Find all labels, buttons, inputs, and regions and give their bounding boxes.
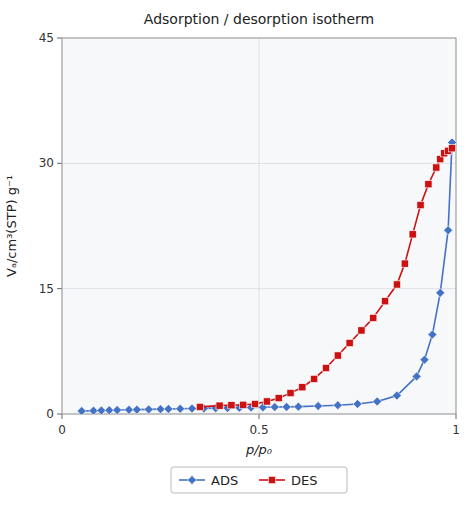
grid-line-x <box>259 38 260 414</box>
series-marker <box>77 407 86 414</box>
series-marker <box>420 355 429 364</box>
y-tick <box>57 163 62 164</box>
y-tick-label: 30 <box>39 156 54 170</box>
series-marker <box>428 330 437 339</box>
legend-label: ADS <box>211 473 238 488</box>
series-marker <box>105 406 114 414</box>
series-line <box>82 142 452 411</box>
plot-frame <box>62 38 456 414</box>
series-marker <box>275 395 282 402</box>
series-marker <box>333 401 342 410</box>
series-marker <box>393 281 400 288</box>
series-marker <box>282 402 291 411</box>
series-marker <box>322 364 329 371</box>
series-marker <box>417 202 424 209</box>
series-marker <box>373 397 382 406</box>
series-marker <box>251 400 258 407</box>
grid <box>62 38 456 414</box>
y-tick <box>57 414 62 415</box>
legend-swatch-marker <box>268 476 275 483</box>
series-marker <box>358 327 365 334</box>
x-tick <box>456 414 457 419</box>
legend-swatch-marker <box>188 476 197 485</box>
x-axis-label: p/p₀ <box>245 442 273 457</box>
series-marker <box>240 401 247 408</box>
series-marker <box>144 405 153 414</box>
plot-area <box>62 38 456 414</box>
series-marker <box>311 375 318 382</box>
series-marker <box>370 314 377 321</box>
legend-label: DES <box>291 473 317 488</box>
series-marker <box>401 260 408 267</box>
series-marker <box>216 402 223 409</box>
y-axis-label: Vₐ/cm³(STP) g⁻¹ <box>4 175 19 277</box>
y-tick <box>57 288 62 289</box>
x-tick <box>62 414 63 419</box>
series-marker <box>444 226 453 235</box>
title: Adsorption / desorption isotherm <box>144 11 374 27</box>
grid-line-y <box>62 163 456 164</box>
series-marker <box>164 404 173 413</box>
series-line <box>200 148 452 407</box>
series-group <box>77 138 456 414</box>
series-marker <box>334 352 341 359</box>
series-marker <box>196 403 203 410</box>
series-marker <box>412 372 421 381</box>
y-tick <box>57 38 62 39</box>
series-marker <box>287 390 294 397</box>
series-marker <box>409 231 416 238</box>
series-marker <box>392 391 401 400</box>
series-marker <box>270 403 279 412</box>
axes: 0 0.5 1 0 15 30 45 <box>39 31 460 437</box>
series-marker <box>97 406 106 414</box>
x-tick-label: 0 <box>58 423 66 437</box>
chart: 0 0.5 1 0 15 30 45 Adsorption / desorption isot… <box>0 0 474 514</box>
series-marker <box>188 404 197 413</box>
series-marker <box>314 402 323 411</box>
series-marker <box>353 399 362 408</box>
series-marker <box>433 164 440 171</box>
series-marker <box>346 339 353 346</box>
series-marker <box>176 404 185 413</box>
x-tick-label: 1 <box>452 423 460 437</box>
series-marker <box>263 398 270 405</box>
legend: ADS DES <box>171 467 347 493</box>
series-marker <box>425 181 432 188</box>
x-tick <box>259 414 260 419</box>
y-tick-label: 15 <box>39 282 54 296</box>
series-marker <box>89 406 98 414</box>
series-marker <box>228 402 235 409</box>
series-marker <box>113 406 122 414</box>
y-tick-label: 45 <box>39 31 54 45</box>
series-marker <box>448 145 455 152</box>
series-marker <box>299 384 306 391</box>
series-marker <box>381 298 388 305</box>
x-tick-label: 0.5 <box>249 423 268 437</box>
legend-box <box>171 467 347 493</box>
y-tick-label: 0 <box>46 407 54 421</box>
series-marker <box>132 405 141 414</box>
series-marker <box>436 288 445 297</box>
series-marker <box>294 402 303 411</box>
